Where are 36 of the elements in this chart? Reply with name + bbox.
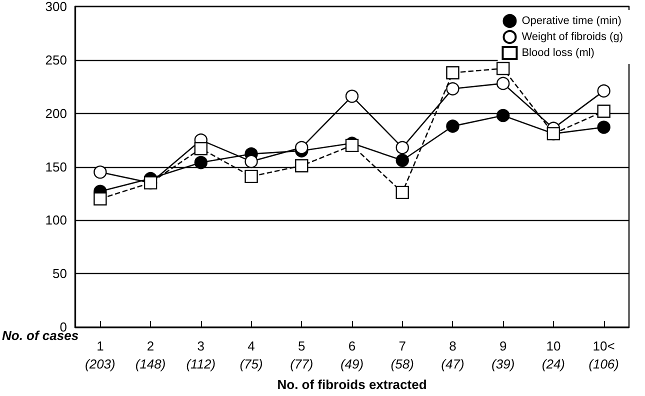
x-tick-label: 4 (75) [240,338,263,372]
legend-label: Weight of fibroids (g) [522,31,624,43]
y-tick-label: 150 [45,159,67,174]
x-tick-label: 9 (39) [492,338,515,372]
point [295,140,308,154]
x-tick-label: 2 (148) [135,338,166,372]
x-tick-label: 3 (112) [186,338,216,372]
point [94,192,107,206]
y-tick-label: 300 [45,0,67,14]
point [446,66,460,80]
x-tick-label: 10 (24) [542,338,566,372]
point [295,159,308,172]
point [244,170,258,184]
point [144,176,158,190]
y-tick-label: 250 [45,52,67,68]
x-tick-label: 7 (58) [390,338,414,372]
point [194,142,208,156]
x-tick-label: 10< (106) [588,338,619,372]
point [446,120,460,133]
y-tick-label: 100 [45,212,67,228]
point [396,154,409,167]
x-tick-label: 5 (77) [290,338,314,372]
point [194,156,208,170]
point [597,104,610,118]
point [345,138,359,152]
point [496,108,510,122]
x-tick-label: 6 (49) [340,338,364,372]
legend-label: Operative time (min) [522,15,622,27]
y-tick-label: 200 [45,106,67,121]
legend-label: Blood loss (ml) [522,47,594,59]
x-axis-title: No. of fibroids extracted [277,377,427,392]
point [496,62,510,76]
x-tick-label: 8 (47) [441,338,464,372]
x-tick-label: 1 (203) [85,338,116,372]
point [597,120,610,134]
y-tick-label: 50 [52,266,67,282]
